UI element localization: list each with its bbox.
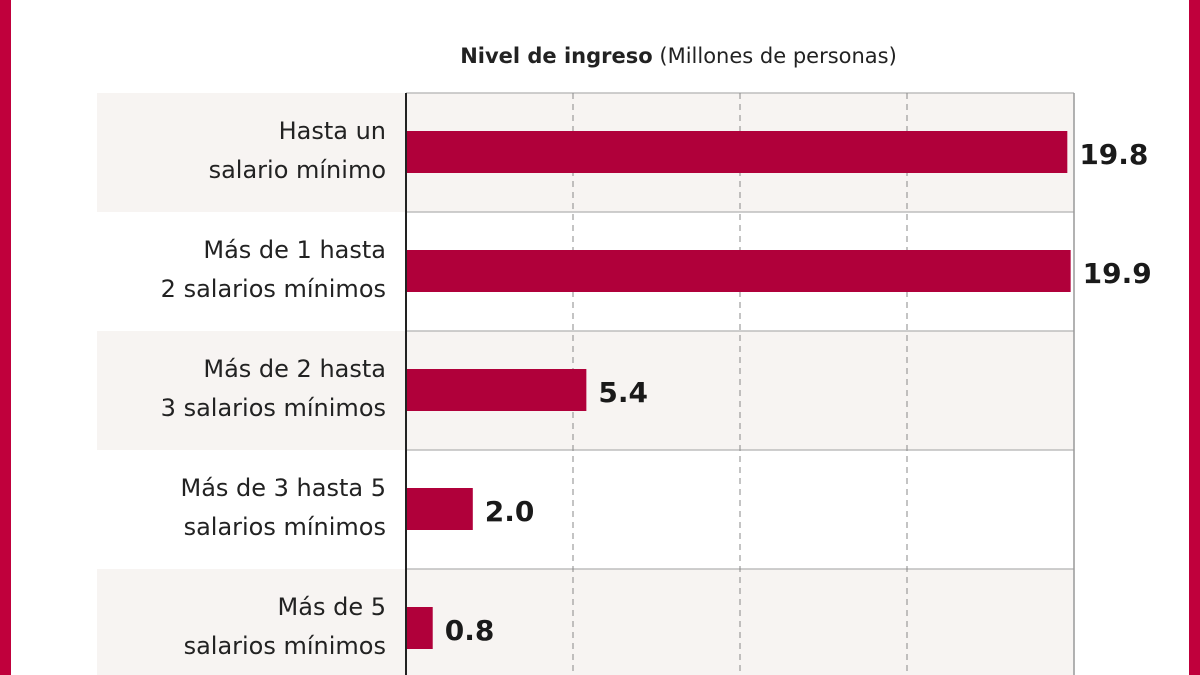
title-bold: Nivel de ingreso (460, 44, 653, 68)
category-label: salarios mínimos (184, 632, 386, 660)
left-frame-border (0, 0, 11, 675)
right-frame-border (1189, 0, 1200, 675)
value-label: 19.9 (1083, 257, 1152, 290)
category-label: Hasta un (279, 117, 386, 145)
category-label: Más de 2 hasta (203, 355, 386, 383)
category-label: salarios mínimos (184, 513, 386, 541)
category-label: 3 salarios mínimos (161, 394, 386, 422)
value-label: 0.8 (445, 614, 495, 647)
value-label: 19.8 (1079, 138, 1148, 171)
category-label: salario mínimo (209, 156, 386, 184)
category-label: Más de 1 hasta (203, 236, 386, 264)
category-label: Más de 5 (278, 593, 386, 621)
value-label: 2.0 (485, 495, 535, 528)
title-units: (Millones de personas) (659, 44, 897, 68)
bar (407, 369, 587, 411)
chart-title: Nivel de ingreso (Millones de personas) (0, 44, 1200, 68)
category-label: 2 salarios mínimos (161, 275, 386, 303)
bar (407, 131, 1068, 173)
bar (407, 250, 1071, 292)
value-label: 5.4 (598, 376, 648, 409)
category-label: Más de 3 hasta 5 (180, 474, 386, 502)
bar (407, 607, 433, 649)
row-shade (97, 569, 1074, 675)
bar (407, 488, 473, 530)
